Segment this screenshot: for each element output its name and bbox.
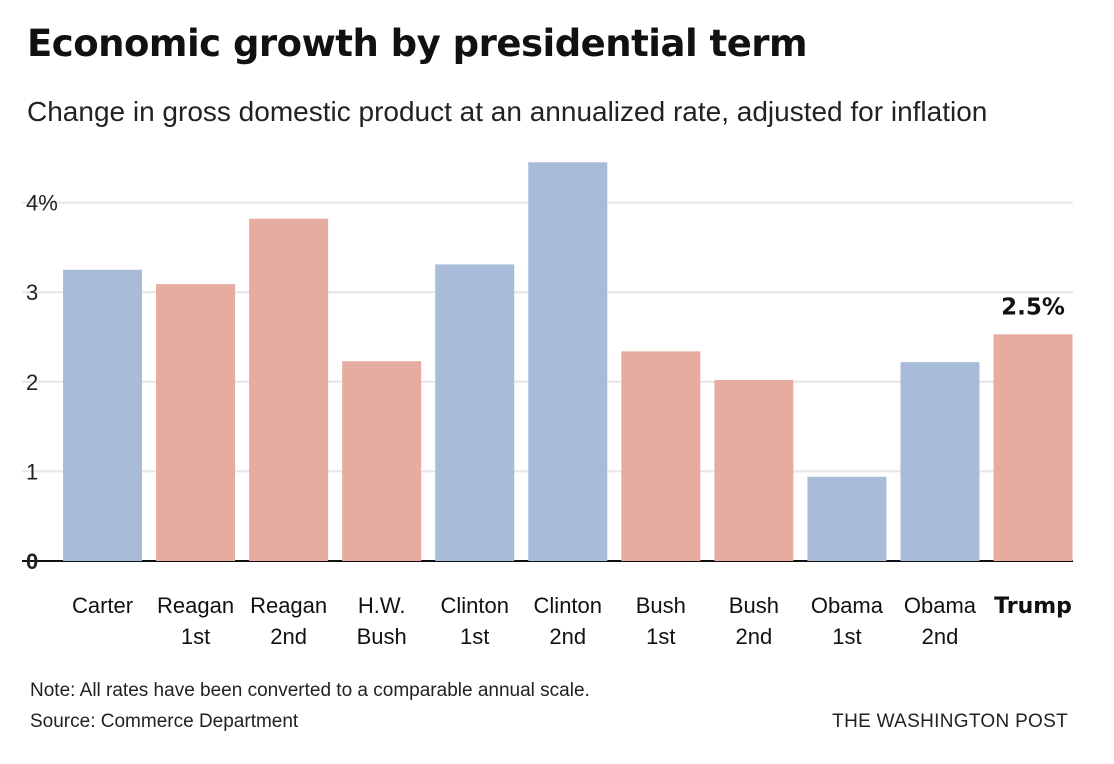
bar <box>993 334 1073 561</box>
bar <box>249 218 329 561</box>
x-tick-label: Clinton <box>534 593 602 618</box>
bars <box>63 162 1073 561</box>
source-line: Source: Commerce Department <box>30 711 299 732</box>
chart-title: Economic growth by presidential term <box>27 22 808 65</box>
x-tick-label: Bush <box>636 593 686 618</box>
y-tick-label: 4% <box>26 191 58 216</box>
y-tick-label: 0 <box>26 549 38 574</box>
bar <box>900 362 980 561</box>
bar <box>528 162 608 561</box>
x-tick-label: Trump <box>994 594 1072 619</box>
annotations: 2.5% <box>1001 294 1065 320</box>
y-tick-label: 1 <box>26 459 38 484</box>
value-label: 2.5% <box>1001 294 1065 320</box>
x-tick-label: Reagan <box>250 593 327 618</box>
x-tick-label: Bush <box>357 624 407 649</box>
x-tick-label: H.W. <box>358 593 406 618</box>
x-tick-label: 1st <box>832 624 861 649</box>
x-tick-label: 1st <box>460 624 489 649</box>
x-tick-label: Clinton <box>440 593 508 618</box>
y-tick-label: 3 <box>26 280 38 305</box>
publisher-credit: THE WASHINGTON POST <box>832 711 1068 732</box>
x-tick-label: Bush <box>729 593 779 618</box>
x-tick-label: Obama <box>811 593 884 618</box>
bar <box>807 476 887 561</box>
x-tick-label: 2nd <box>922 624 959 649</box>
x-tick-label: 1st <box>181 624 210 649</box>
bar <box>63 269 143 561</box>
bar <box>342 361 422 561</box>
footnote: Note: All rates have been converted to a… <box>30 680 590 701</box>
bar <box>156 284 236 561</box>
chart-subtitle: Change in gross domestic product at an a… <box>27 96 988 127</box>
x-tick-label: 2nd <box>549 624 586 649</box>
bar <box>621 351 701 561</box>
x-tick-label: Obama <box>904 593 977 618</box>
x-tick-label: Reagan <box>157 593 234 618</box>
bar <box>435 264 515 561</box>
x-tick-label: 2nd <box>736 624 773 649</box>
bar <box>714 380 794 561</box>
y-tick-label: 2 <box>26 370 38 395</box>
x-tick-label: Carter <box>72 593 133 618</box>
x-tick-label: 2nd <box>270 624 307 649</box>
x-axis-labels: Carter Reagan 1st Reagan 2nd H.W. Bush Clinton 1… <box>72 593 1072 649</box>
y-axis-ticks: 0 1 2 3 4% <box>26 191 58 574</box>
x-tick-label: 1st <box>646 624 675 649</box>
